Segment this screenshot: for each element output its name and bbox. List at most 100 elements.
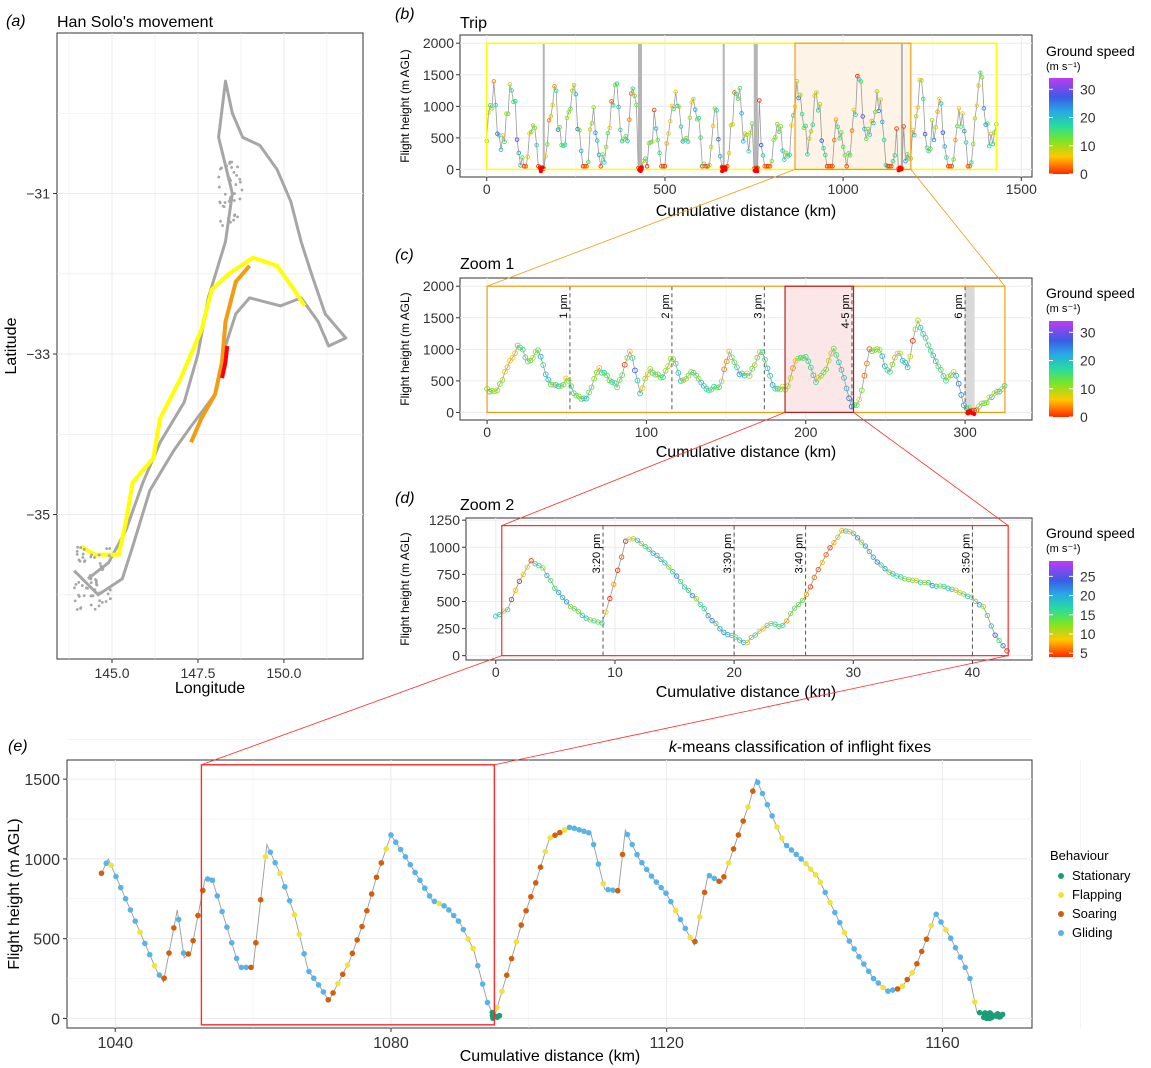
panel-b-fix xyxy=(584,164,589,169)
panel-c-colorbar-label: 10 xyxy=(1080,381,1096,397)
panel-c-zoom-shade xyxy=(785,286,854,413)
panel-e-fix xyxy=(778,835,785,841)
panel-d-ytick-label: 1250 xyxy=(429,512,460,528)
panel-c-fix xyxy=(545,376,552,383)
panel-d-fix xyxy=(571,605,578,612)
panel-c-fix xyxy=(922,334,929,341)
panel-e-fix xyxy=(590,841,597,848)
panel-a-fix xyxy=(93,556,96,559)
panel-a-fix xyxy=(75,553,79,556)
panel-e-fix xyxy=(561,827,568,833)
panel-b-grounded-fix xyxy=(897,165,902,170)
panel-a-fix xyxy=(77,580,81,584)
panel-c-fix xyxy=(647,366,654,372)
panel-b-fix xyxy=(607,125,612,131)
panel-b-fix xyxy=(831,137,837,143)
panel-d-fix xyxy=(658,556,664,562)
panel-c-time-label: 4-5 pm xyxy=(840,294,852,328)
panel-d-fix xyxy=(925,580,931,586)
panel-b-fix xyxy=(662,164,668,169)
panel-c-fix xyxy=(874,346,880,352)
panel-c-fix xyxy=(988,394,995,400)
panel-b-fix xyxy=(851,107,857,113)
panel-a-track-zoom-2 xyxy=(220,345,230,379)
panel-a-ytick-label: −35 xyxy=(26,507,50,523)
panel-b-fix xyxy=(757,98,762,103)
panel-b-fix xyxy=(516,150,522,156)
panel-a-fix xyxy=(93,607,97,611)
panel-e-fix xyxy=(113,873,119,880)
panel-c-fix xyxy=(757,349,763,355)
panel-b-fix xyxy=(566,109,571,115)
panel-c-trace xyxy=(486,319,1005,412)
panel-b-fix xyxy=(849,128,855,133)
panel-d-fix xyxy=(811,574,817,581)
panel-e-fix xyxy=(383,846,389,852)
panel-e-fix xyxy=(836,919,843,926)
panel-a-fix xyxy=(108,588,112,592)
panel-c-fix xyxy=(695,376,702,382)
panel-d-fix xyxy=(968,594,975,600)
panel-e-fix xyxy=(431,898,438,905)
panel-c-tag: (c) xyxy=(395,247,414,264)
panel-e-legend-swatch xyxy=(1058,911,1064,917)
panel-e-fix xyxy=(581,828,587,835)
panel-e-fix xyxy=(494,1004,500,1011)
panel-b-grounded-fix xyxy=(637,167,642,172)
panel-b-fix xyxy=(512,98,518,104)
panel-e-fix xyxy=(639,859,645,866)
panel-c-fix xyxy=(904,364,911,371)
panel-d-fix xyxy=(807,584,814,590)
panel-c-fix xyxy=(736,371,743,378)
panel-e-fix xyxy=(740,818,746,824)
panel-c-fix xyxy=(825,357,832,364)
panel-e-fix xyxy=(397,846,404,853)
panel-b-fix xyxy=(978,70,983,75)
panel-e-fix xyxy=(692,938,698,945)
panel-a-xlabel: Longitude xyxy=(175,680,245,697)
panel-b-fix xyxy=(500,133,506,138)
panel-d-fix xyxy=(512,587,519,593)
panel-e-fix xyxy=(957,954,964,960)
panel-d-fix xyxy=(961,591,967,597)
panel-b-fix xyxy=(758,142,764,148)
panel-d-fix xyxy=(520,571,526,578)
panel-c-fix xyxy=(981,400,988,407)
panel-a-fix xyxy=(98,567,102,571)
panel-b-fix xyxy=(960,111,965,116)
panel-b-fix xyxy=(676,104,682,110)
panel-e-fix xyxy=(122,895,129,902)
panel-e-fix xyxy=(783,842,790,849)
panel-b-ytick-label: 0 xyxy=(446,161,454,177)
panel-e-title-k: k xyxy=(669,739,678,756)
panel-e-fix xyxy=(634,851,640,858)
panel-b-colorbar-title: Ground speed xyxy=(1046,43,1135,59)
panel-e-fix xyxy=(224,924,230,930)
panel-c-fix xyxy=(790,365,796,371)
panel-c-outer-box xyxy=(486,285,1006,414)
panel-e-fix xyxy=(373,874,380,881)
panel-b-fix xyxy=(678,124,684,129)
panel-d-fix xyxy=(670,569,676,575)
panel-c-fix xyxy=(555,383,562,390)
panel-c-xtick-label: 100 xyxy=(635,424,659,440)
panel-c-ytick-label: 500 xyxy=(431,373,455,389)
panel-e-fix xyxy=(542,848,549,855)
panel-d-time-label: 3:50 pm xyxy=(960,534,972,574)
panel-c-fix xyxy=(909,337,916,344)
panel-e-fix xyxy=(807,866,814,873)
panel-e-fix xyxy=(677,916,684,923)
panel-c-time-label: 6 pm xyxy=(953,294,965,318)
panel-b-fix xyxy=(623,134,628,139)
panel-e-fix xyxy=(532,880,539,886)
panel-b-fix xyxy=(664,141,669,146)
panel-c-fix xyxy=(672,360,679,367)
panel-b-stop-band xyxy=(722,43,725,170)
panel-b-fix xyxy=(912,132,917,138)
panel-b-fix xyxy=(815,108,821,113)
panel-b-fix xyxy=(922,131,928,137)
panel-c-ytick-label: 1000 xyxy=(423,341,454,357)
panel-e-fix xyxy=(610,887,616,893)
panel-e-fix xyxy=(750,788,756,794)
